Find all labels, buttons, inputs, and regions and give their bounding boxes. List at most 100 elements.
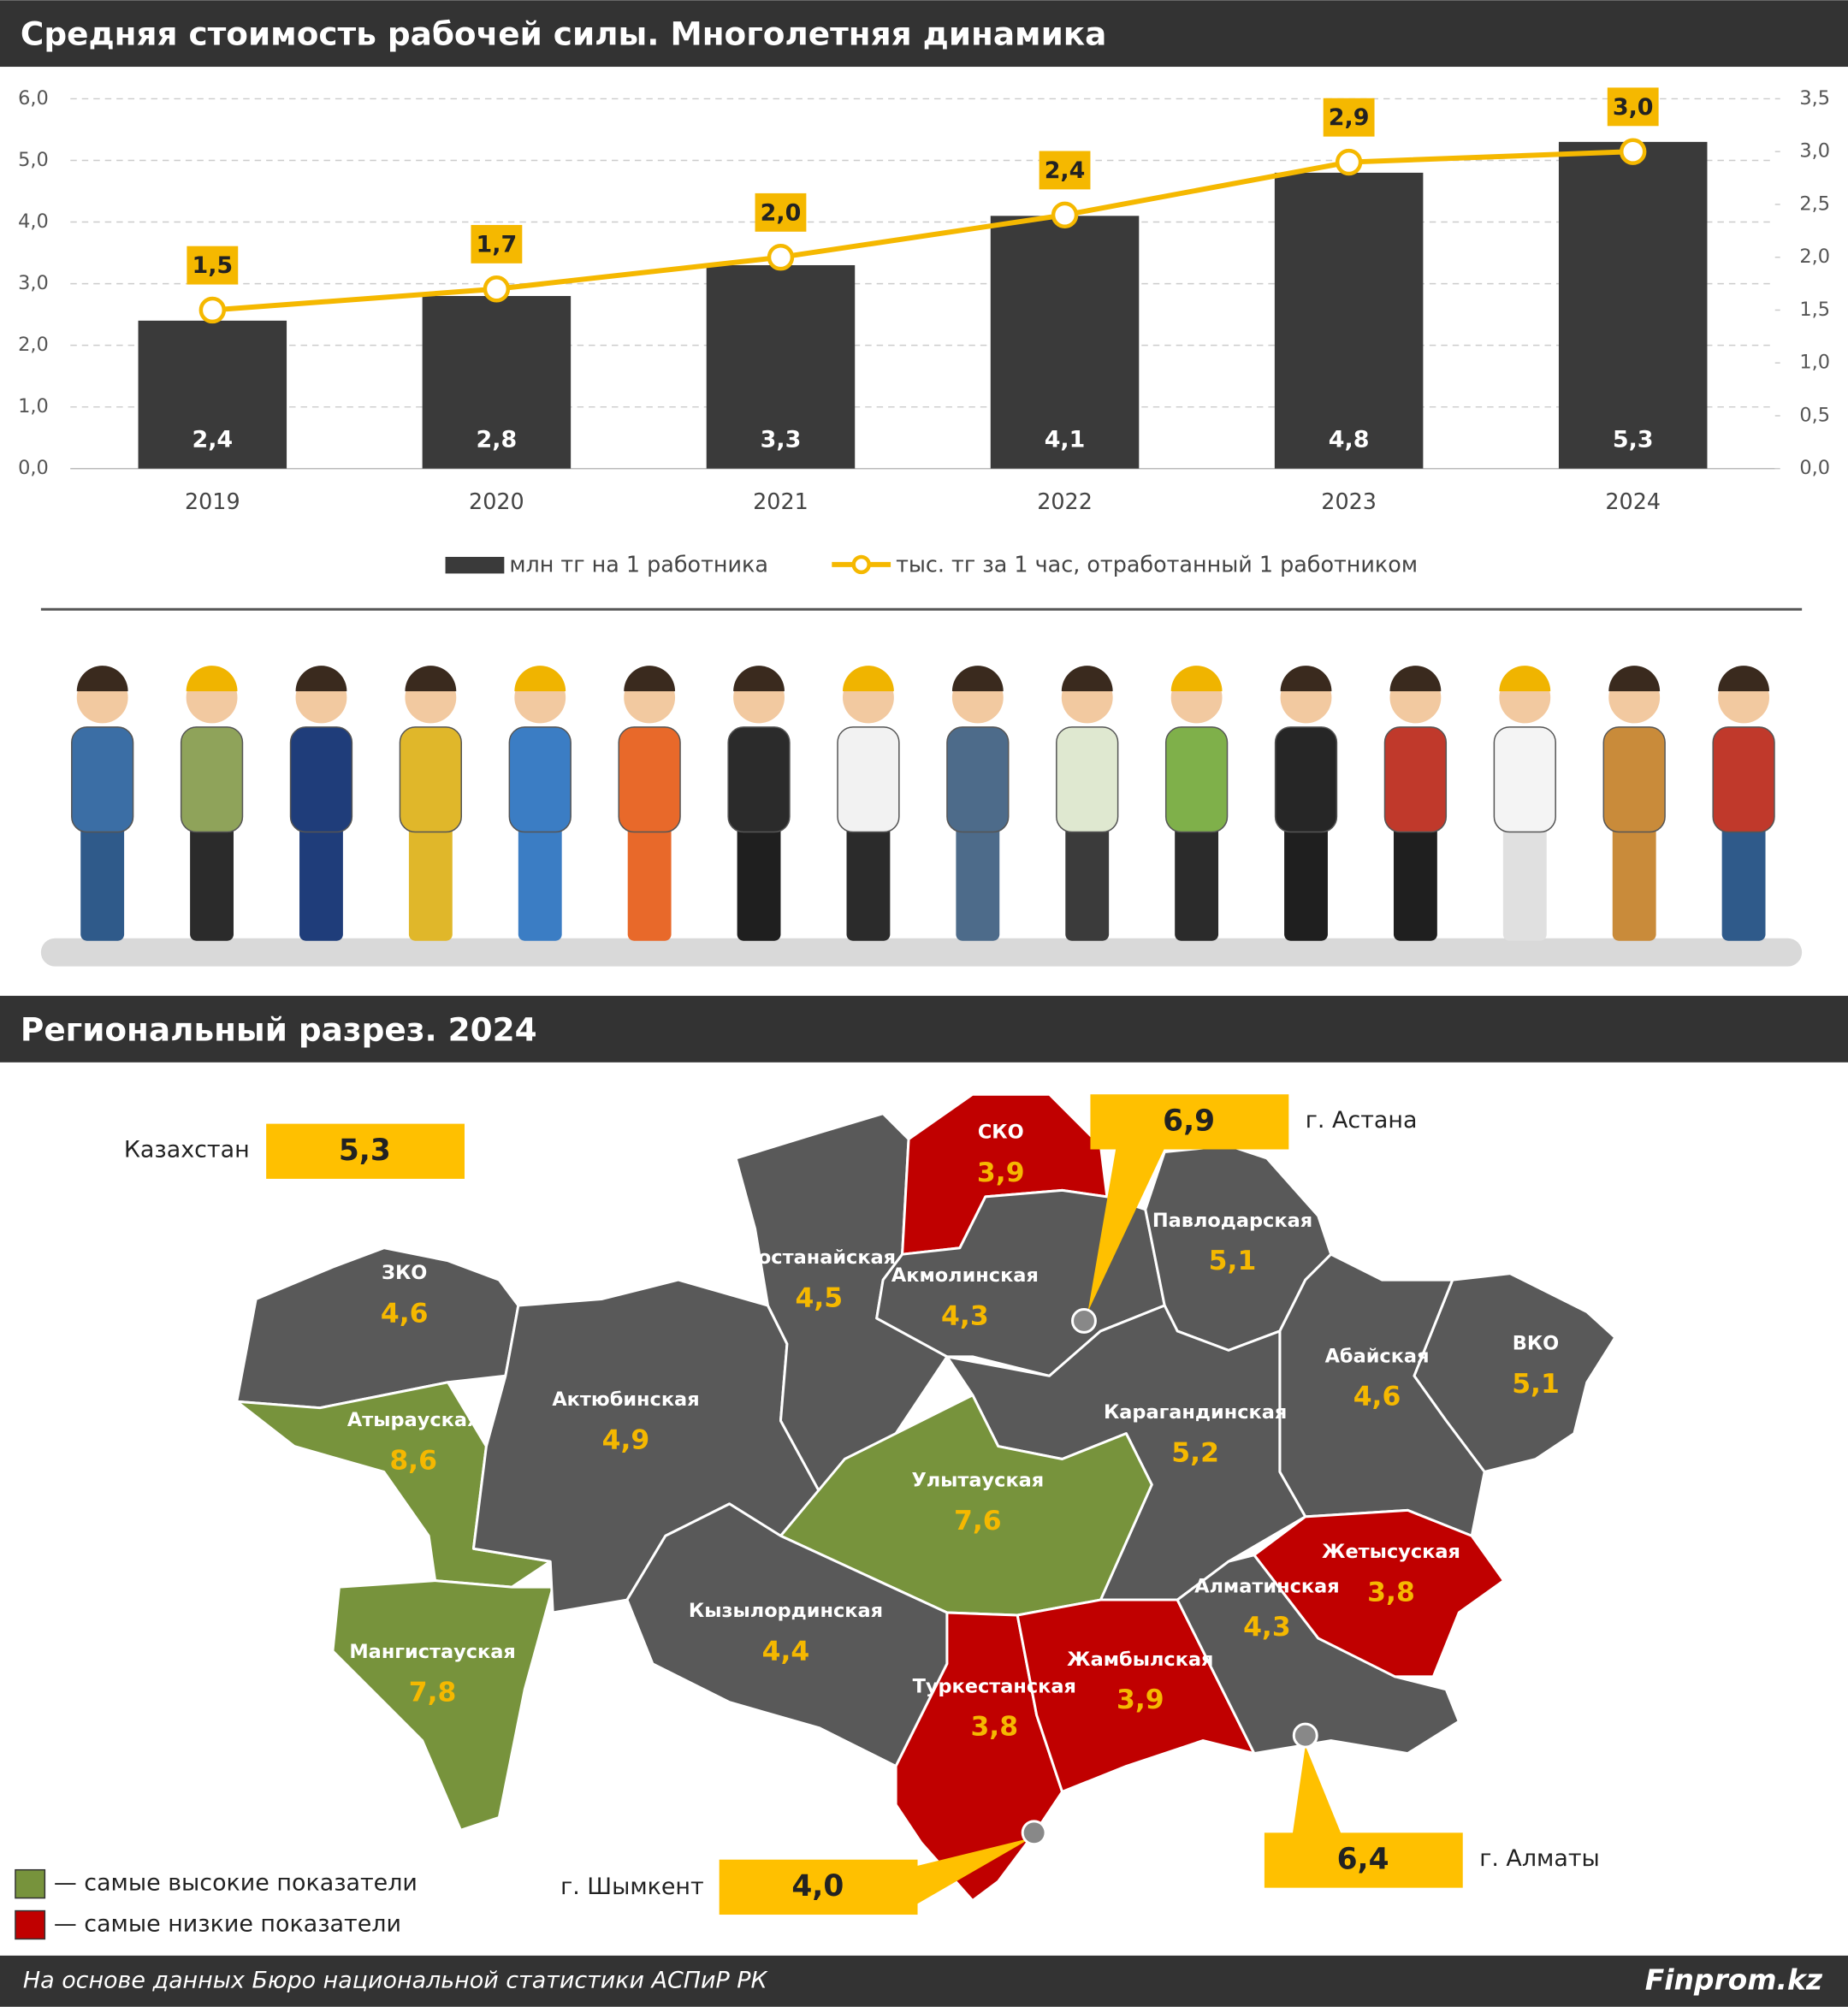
bar-value-label: 2,4 xyxy=(192,426,233,453)
y2-tick-label: 1,0 xyxy=(1799,352,1830,374)
region-value: 5,1 xyxy=(1512,1369,1560,1400)
y2-tick-label: 2,0 xyxy=(1799,246,1830,268)
callout-name: Казахстан xyxy=(124,1137,250,1163)
bar xyxy=(422,295,572,469)
person-legs xyxy=(190,819,234,941)
callout-box xyxy=(1264,1832,1463,1888)
person-hair xyxy=(1718,666,1770,692)
legend-label: — самые высокие показатели xyxy=(54,1870,418,1897)
person-hair xyxy=(624,666,676,692)
y2-tick-label: 2,5 xyxy=(1799,192,1830,215)
value-label-box xyxy=(187,246,239,285)
person-legs xyxy=(408,819,453,941)
person-body xyxy=(1383,726,1448,833)
legend-swatch xyxy=(445,556,505,574)
person-legs xyxy=(80,819,125,941)
bar xyxy=(706,264,856,469)
legend-swatch-point xyxy=(851,554,871,575)
person-hair xyxy=(733,666,785,692)
x-tick-label: 2020 xyxy=(469,488,524,514)
bar xyxy=(138,320,287,469)
value-label-box xyxy=(471,224,523,263)
person-legs xyxy=(1284,819,1328,941)
y2-tick-label: 0,0 xyxy=(1799,457,1830,479)
person-body xyxy=(71,726,134,833)
region-value: 4,6 xyxy=(381,1298,429,1329)
person-legs xyxy=(1612,819,1656,941)
people-illustration xyxy=(71,666,1775,941)
callout-name: г. Шымкент xyxy=(560,1874,704,1900)
region-value: 4,5 xyxy=(796,1283,844,1314)
line-point xyxy=(483,275,511,303)
person-hair xyxy=(295,666,347,692)
callout-value: 4,0 xyxy=(791,1869,844,1903)
region-name: Абайская xyxy=(1325,1345,1430,1367)
person-legs xyxy=(846,819,891,941)
person-hair xyxy=(951,666,1004,692)
callout-box xyxy=(266,1123,465,1179)
person-body xyxy=(727,726,791,833)
line-value-label: 1,7 xyxy=(477,231,518,258)
line-point xyxy=(1051,201,1079,229)
y2-tick-label: 3,5 xyxy=(1799,87,1830,110)
region-name: СКО xyxy=(978,1122,1024,1144)
person-hair xyxy=(1170,666,1223,692)
legend-label: — самые низкие показатели xyxy=(54,1911,401,1938)
bar-value-label: 4,8 xyxy=(1329,426,1370,453)
legend-swatch xyxy=(15,1909,46,1940)
region xyxy=(235,1246,520,1410)
person-hair xyxy=(843,666,894,692)
region-name: Жамбылская xyxy=(1067,1649,1213,1671)
person-body xyxy=(1493,726,1556,833)
region-value: 4,6 xyxy=(1353,1382,1401,1412)
city-dot xyxy=(1071,1308,1097,1334)
header-bar xyxy=(0,0,1848,68)
person-body xyxy=(1712,726,1775,833)
person-body xyxy=(1274,726,1338,833)
region-name: Актюбинская xyxy=(552,1388,699,1411)
region-value: 4,4 xyxy=(762,1636,810,1667)
region-name: ВКО xyxy=(1513,1332,1559,1354)
map: ЗКО 4,6 Атырауская 8,6 Мангистауская 7,8 Актюб… xyxy=(15,1092,1617,1940)
x-tick-label: 2019 xyxy=(185,488,240,514)
y-tick-label: 1,0 xyxy=(18,395,49,417)
person-body xyxy=(618,726,681,833)
y-tick-label: 6,0 xyxy=(18,87,49,110)
person-hair xyxy=(1499,666,1551,692)
region-name: Кызылординская xyxy=(689,1600,883,1622)
callout-box xyxy=(719,1859,918,1915)
legend-label: млн тг на 1 работника xyxy=(509,551,768,577)
person-legs xyxy=(1065,819,1110,941)
person-legs xyxy=(518,819,562,941)
line-point xyxy=(767,244,795,271)
region-name: Карагандинская xyxy=(1104,1401,1287,1424)
person-hair xyxy=(76,666,128,692)
y2-tick-label: 3,0 xyxy=(1799,140,1830,163)
person-body xyxy=(946,726,1010,833)
person-legs xyxy=(627,819,672,941)
person-hair xyxy=(405,666,457,692)
value-label-box xyxy=(1323,98,1375,137)
person-hair xyxy=(1608,666,1661,692)
region-value: 3,9 xyxy=(977,1157,1025,1188)
source: На основе данных Бюро национальной стати… xyxy=(23,1967,769,1993)
callout-value: 5,3 xyxy=(339,1134,391,1168)
ground xyxy=(40,938,1803,967)
callout-name: г. Астана xyxy=(1306,1107,1418,1134)
city-dot xyxy=(1292,1722,1318,1749)
value-label-box xyxy=(1039,151,1091,190)
line-value-label: 2,4 xyxy=(1045,157,1086,184)
region-value: 4,3 xyxy=(941,1300,989,1331)
region-name: Мангистауская xyxy=(349,1641,515,1663)
city-dot xyxy=(1021,1820,1047,1846)
line-value-label: 2,0 xyxy=(761,199,802,226)
person-body xyxy=(508,726,572,833)
region xyxy=(1016,1598,1256,1793)
region-value: 5,1 xyxy=(1209,1246,1257,1276)
region-value: 5,2 xyxy=(1171,1438,1219,1469)
callout-box xyxy=(1090,1094,1289,1150)
region-value: 3,9 xyxy=(1116,1684,1164,1715)
person-body xyxy=(1056,726,1119,833)
line xyxy=(212,149,1633,313)
